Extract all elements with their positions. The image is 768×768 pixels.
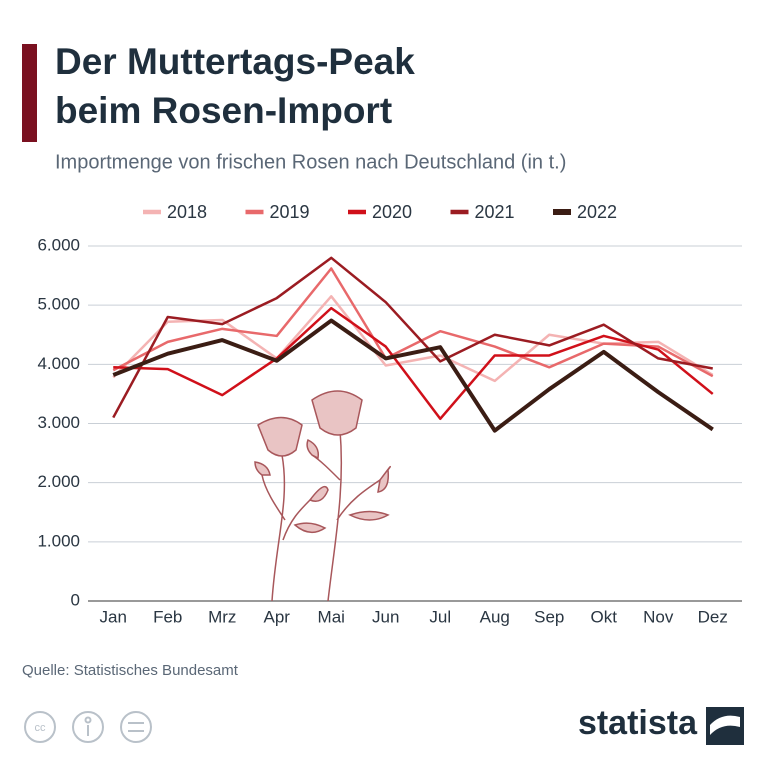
series-line	[113, 306, 714, 421]
series-line	[112, 318, 714, 433]
y-tick-label: 6.000	[37, 235, 80, 254]
y-tick-label: 5.000	[37, 295, 80, 314]
x-tick-label: Dez	[698, 607, 728, 626]
x-tick-label: Jun	[372, 607, 399, 626]
legend-label: 2022	[577, 202, 617, 222]
x-tick-label: Mrz	[208, 607, 236, 626]
y-tick-label: 1.000	[37, 531, 80, 550]
svg-text:cc: cc	[35, 722, 47, 734]
brand-logo-wave	[710, 715, 740, 735]
y-tick-label: 4.000	[37, 354, 80, 373]
x-tick-label: Sep	[534, 607, 564, 626]
x-tick-label: Jan	[100, 607, 127, 626]
x-tick-label: Feb	[153, 607, 182, 626]
title-line: beim Rosen-Import	[55, 90, 392, 131]
legend-label: 2018	[167, 202, 207, 222]
brand: statista	[578, 704, 698, 742]
x-tick-label: Nov	[643, 607, 674, 626]
series-line	[112, 267, 714, 378]
subtitle: Importmenge von frischen Rosen nach Deut…	[55, 151, 566, 173]
legend-label: 2019	[270, 202, 310, 222]
x-tick-label: Jul	[429, 607, 451, 626]
title-bar	[22, 44, 37, 142]
x-tick-label: Apr	[264, 607, 291, 626]
license-icons: cc	[24, 711, 152, 743]
series-line	[112, 256, 713, 419]
y-tick-label: 3.000	[37, 413, 80, 432]
rose-illustration	[254, 390, 391, 602]
x-tick-label: Aug	[480, 607, 510, 626]
legend-label: 2021	[475, 202, 515, 222]
y-tick-label: 0	[71, 590, 80, 609]
source: Quelle: Statistisches Bundesamt	[22, 662, 239, 679]
title-line: Der Muttertags-Peak	[55, 41, 415, 82]
legend-label: 2020	[372, 202, 412, 222]
x-tick-label: Mai	[318, 607, 345, 626]
y-tick-label: 2.000	[37, 472, 80, 491]
x-tick-label: Okt	[591, 607, 618, 626]
